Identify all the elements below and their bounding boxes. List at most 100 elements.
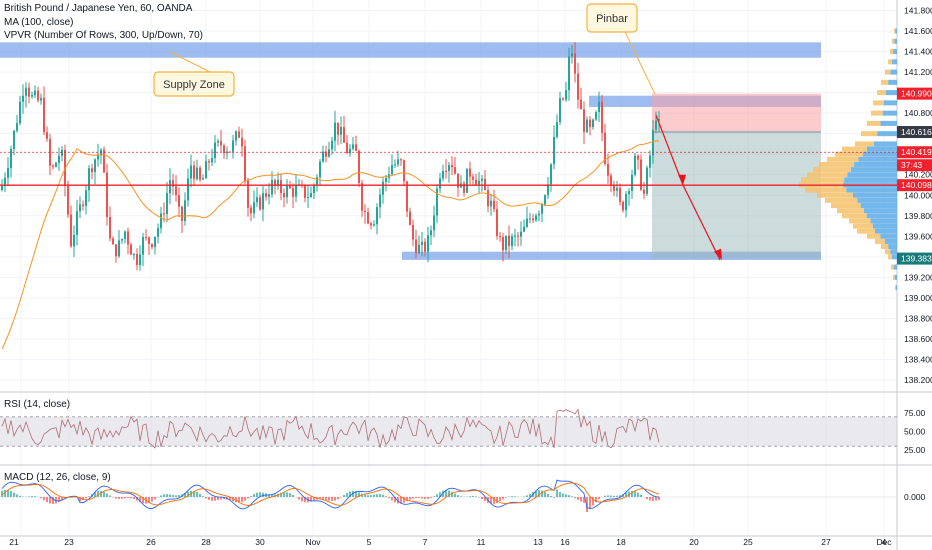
macd-histogram-bar — [256, 492, 258, 497]
candle-body — [97, 154, 99, 160]
volume-profile-bar-down — [846, 187, 897, 193]
macd-histogram-bar — [40, 497, 42, 499]
candle-body — [526, 218, 528, 227]
pinbar-label: Pinbar — [596, 13, 628, 25]
vpvr-legend: VPVR (Number Of Rows, 300, Up/Down, 70) — [4, 30, 203, 41]
macd-histogram-bar — [271, 494, 273, 497]
macd-histogram-bar — [592, 497, 594, 506]
macd-histogram-bar — [175, 495, 177, 497]
candle-body — [358, 150, 360, 184]
volume-profile-bar-down — [895, 28, 897, 34]
candle-body — [658, 119, 660, 121]
candle-body — [550, 164, 552, 185]
time-axis-tick: Dec — [876, 537, 892, 547]
volume-profile-bar-down — [892, 59, 897, 65]
volume-profile-bar-up — [801, 177, 845, 183]
candle-body — [517, 235, 519, 237]
macd-histogram-bar — [328, 497, 330, 501]
volume-profile-bar-up — [855, 141, 874, 147]
candle-body — [520, 231, 522, 237]
candle-body — [193, 165, 195, 179]
macd-histogram-bar — [208, 497, 210, 500]
macd-histogram-bar — [472, 496, 474, 497]
candle-body — [274, 180, 276, 186]
candle-body — [214, 142, 216, 159]
candles-group — [1, 42, 660, 271]
time-axis-tick: 25 — [743, 537, 753, 547]
macd-histogram-bar — [52, 497, 54, 504]
candle-body — [616, 187, 618, 191]
candle-body — [112, 238, 114, 245]
candle-body — [136, 254, 138, 266]
volume-profile-bar-down — [886, 90, 897, 96]
volume-profile-bar-up — [871, 110, 883, 116]
candle-body — [571, 53, 573, 57]
macd-histogram-bar — [514, 496, 516, 497]
candle-body — [403, 160, 405, 182]
volume-profile-bar-down — [880, 120, 897, 126]
macd-histogram-bar — [568, 495, 570, 497]
volume-profile-bar-down — [844, 177, 897, 183]
macd-histogram-bar — [502, 497, 504, 500]
candle-body — [109, 217, 111, 239]
macd-histogram-bar — [202, 496, 204, 497]
candle-body — [130, 244, 132, 255]
candle-body — [412, 224, 414, 240]
macd-histogram-bar — [289, 493, 291, 497]
volume-profile-bar-down — [853, 192, 897, 198]
candle-body — [148, 237, 150, 245]
macd-histogram-bar — [394, 497, 396, 503]
candle-body — [406, 181, 408, 212]
macd-histogram-bar — [553, 497, 555, 498]
macd-histogram-bar — [7, 489, 9, 497]
candle-body — [340, 127, 342, 135]
macd-histogram-bar — [241, 497, 243, 503]
demand-zone-rect — [402, 251, 821, 260]
candle-body — [652, 129, 654, 156]
time-axis-tick: 27 — [821, 537, 831, 547]
volume-profile-bar-down — [875, 228, 897, 234]
macd-legend: MACD (12, 26, close, 9) — [4, 472, 111, 483]
macd-histogram-bar — [346, 492, 348, 497]
rsi-axis-tick: 25.00 — [904, 445, 926, 455]
supply-zone-rect — [0, 42, 821, 58]
macd-histogram-bar — [607, 495, 609, 497]
supply-zone-label: Supply Zone — [163, 79, 225, 91]
macd-histogram-bar — [355, 491, 357, 497]
macd-histogram-bar — [535, 490, 537, 497]
price-label-box — [897, 87, 932, 100]
volume-profile-bar-up — [881, 79, 889, 85]
time-axis-tick: 18 — [616, 537, 626, 547]
macd-histogram-bar — [373, 494, 375, 497]
candle-body — [181, 206, 183, 221]
macd-histogram-bar — [34, 496, 36, 497]
volume-profile-bar-down — [890, 249, 897, 255]
macd-histogram-bar — [148, 497, 150, 504]
macd-histogram-bar — [322, 497, 324, 500]
candle-body — [250, 207, 252, 214]
macd-histogram-bar — [223, 497, 225, 500]
price-label-text: 140.098 — [901, 180, 932, 190]
candle-body — [319, 161, 321, 178]
candle-body — [226, 151, 228, 154]
candle-body — [166, 193, 168, 215]
candle-body — [295, 185, 297, 197]
volume-profile-bar-down — [894, 38, 897, 44]
macd-histogram-bar — [247, 497, 249, 499]
volume-profile-bar-down — [883, 100, 897, 106]
candle-body — [487, 190, 489, 207]
macd-histogram-bar — [28, 496, 30, 497]
candle-body — [562, 98, 564, 100]
volume-profile-bar-down — [882, 110, 897, 116]
volume-profile-bar-up — [837, 208, 864, 214]
candle-body — [328, 149, 330, 157]
candle-body — [19, 101, 21, 124]
stop-loss-area — [652, 93, 821, 133]
candle-body — [262, 193, 264, 210]
time-axis-tick: Nov — [305, 537, 321, 547]
macd-histogram-bar — [424, 497, 426, 499]
candle-body — [556, 122, 558, 138]
macd-histogram-bar — [505, 497, 507, 498]
volume-profile-bar-up — [842, 146, 867, 152]
macd-histogram-bar — [403, 497, 405, 503]
